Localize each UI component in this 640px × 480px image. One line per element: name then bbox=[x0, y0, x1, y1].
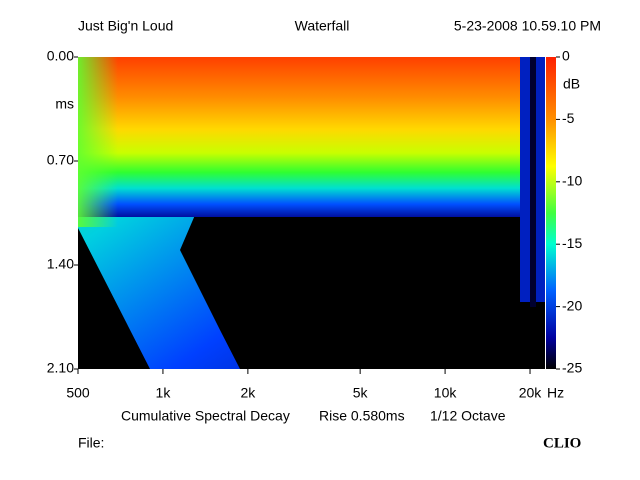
y-tick-label: 0.70 bbox=[47, 152, 74, 168]
chart-title: Waterfall bbox=[295, 18, 350, 34]
y-tick-label: 2.10 bbox=[47, 360, 74, 376]
x-tick-label: 2k bbox=[240, 385, 256, 401]
subtitle: Cumulative Spectral Decay bbox=[121, 408, 290, 424]
x-tick-label: 5k bbox=[353, 385, 369, 401]
colorbar-tick-label: -20 bbox=[562, 297, 582, 313]
colorbar-tick-label: -5 bbox=[562, 110, 575, 126]
header-left: Just Big'n Loud bbox=[78, 18, 173, 34]
x-tick-label: 500 bbox=[66, 385, 90, 401]
subtitle: 1/12 Octave bbox=[430, 408, 506, 424]
colorbar-tick-label: -15 bbox=[562, 235, 582, 251]
x-unit: Hz bbox=[547, 385, 564, 401]
header-right: 5-23-2008 10.59.10 PM bbox=[454, 18, 601, 34]
colorbar-tick-label: -25 bbox=[562, 360, 582, 376]
y-tick-label: 0.00 bbox=[47, 48, 74, 64]
footer-left: File: bbox=[78, 435, 104, 451]
colorbar-tick-label: 0 bbox=[562, 48, 570, 64]
subtitle: Rise 0.580ms bbox=[319, 408, 405, 424]
y-tick-label: 1.40 bbox=[47, 256, 74, 272]
x-tick-label: 20k bbox=[519, 385, 543, 401]
colorbar bbox=[546, 57, 556, 369]
footer-right: CLIO bbox=[543, 435, 581, 451]
x-tick-label: 1k bbox=[156, 385, 172, 401]
colorbar-label: dB bbox=[563, 76, 580, 92]
colorbar-tick-label: -10 bbox=[562, 173, 582, 189]
x-tick-label: 10k bbox=[434, 385, 458, 401]
y-axis-label: ms bbox=[55, 96, 74, 112]
spectrogram bbox=[78, 57, 545, 369]
